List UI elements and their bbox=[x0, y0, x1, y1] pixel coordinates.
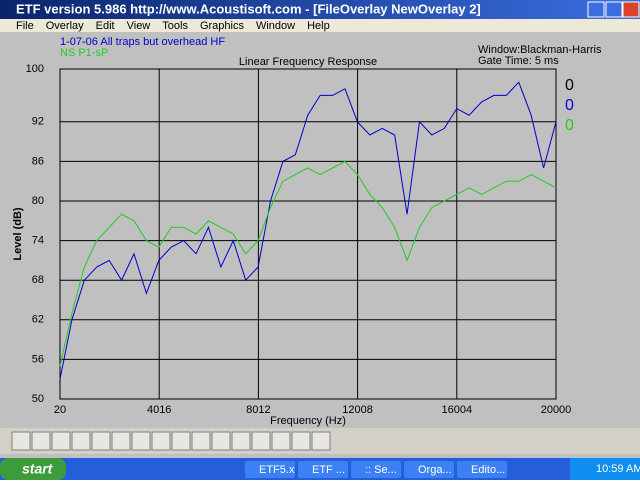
toolbar-button[interactable] bbox=[171, 431, 191, 451]
legend-entry: 1-07-06 All traps but overhead HF bbox=[60, 36, 225, 48]
x-tick-label: 20 bbox=[54, 404, 66, 416]
y-tick-label: 68 bbox=[32, 274, 44, 286]
y-tick-label: 56 bbox=[32, 353, 44, 365]
taskbar-item-label: ETF5.x bbox=[259, 464, 295, 476]
toolbar-button[interactable] bbox=[211, 431, 231, 451]
y-tick-label: 74 bbox=[32, 235, 44, 247]
menu-item[interactable]: File bbox=[16, 20, 34, 32]
start-button[interactable] bbox=[0, 458, 66, 480]
taskbar-item[interactable] bbox=[298, 461, 348, 478]
toolbar-button[interactable] bbox=[91, 431, 111, 451]
taskbar-item-label: :: Se... bbox=[365, 464, 397, 476]
readout: 0 bbox=[565, 97, 574, 114]
y-tick-label: 86 bbox=[32, 155, 44, 167]
menu-item[interactable]: View bbox=[127, 20, 151, 32]
start-label: start bbox=[22, 461, 54, 477]
y-tick-label: 92 bbox=[32, 116, 44, 128]
minimize-button[interactable] bbox=[587, 1, 605, 18]
plot-area bbox=[59, 68, 557, 400]
toolbar-button[interactable] bbox=[131, 431, 151, 451]
toolbar-button[interactable] bbox=[191, 431, 211, 451]
toolbar-button[interactable] bbox=[311, 431, 331, 451]
series-line bbox=[59, 81, 557, 380]
menu-item[interactable]: Graphics bbox=[200, 20, 245, 32]
menu-item[interactable]: Help bbox=[307, 20, 330, 32]
readout: 0 bbox=[565, 77, 574, 94]
x-tick-label: 20000 bbox=[541, 404, 572, 416]
toolbar-button[interactable] bbox=[111, 431, 131, 451]
window-title: ETF version 5.986 http://www.Acoustisoft… bbox=[16, 1, 481, 16]
taskbar-item[interactable] bbox=[404, 461, 454, 478]
toolbar-button[interactable] bbox=[11, 431, 31, 451]
y-axis-label: Level (dB) bbox=[12, 207, 24, 261]
taskbar-item-label: Edito... bbox=[471, 464, 505, 476]
toolbar-button[interactable] bbox=[31, 431, 51, 451]
x-tick-label: 4016 bbox=[147, 404, 171, 416]
title-bar bbox=[0, 0, 640, 19]
x-tick-label: 8012 bbox=[246, 404, 270, 416]
toolbar-button[interactable] bbox=[151, 431, 171, 451]
y-tick-label: 62 bbox=[32, 314, 44, 326]
y-tick-label: 50 bbox=[32, 393, 44, 405]
clock: 10:59 AM bbox=[596, 463, 640, 475]
taskbar-item-label: ETF ... bbox=[312, 464, 345, 476]
readout: 0 bbox=[565, 117, 574, 134]
chart-subtitle: Window:Blackman-Harris bbox=[478, 44, 602, 56]
maximize-button[interactable] bbox=[605, 1, 623, 18]
toolbar-button[interactable] bbox=[291, 431, 311, 451]
taskbar-item[interactable] bbox=[351, 461, 401, 478]
menu-item[interactable]: Overlay bbox=[46, 20, 84, 32]
menu-item[interactable]: Window bbox=[256, 20, 295, 32]
taskbar-item[interactable] bbox=[457, 461, 507, 478]
toolbar-button[interactable] bbox=[251, 431, 271, 451]
legend-entry: NS P1-sP bbox=[60, 47, 108, 59]
toolbar-button[interactable] bbox=[51, 431, 71, 451]
x-tick-label: 16004 bbox=[442, 404, 473, 416]
x-tick-label: 12008 bbox=[342, 404, 373, 416]
menu-bar bbox=[0, 19, 640, 32]
menu-item[interactable]: Edit bbox=[96, 20, 115, 32]
taskbar-item-label: Orga... bbox=[418, 464, 452, 476]
tray bbox=[570, 458, 640, 480]
menu-item[interactable]: Tools bbox=[162, 20, 188, 32]
y-tick-label: 100 bbox=[26, 63, 44, 75]
x-axis-label: Frequency (Hz) bbox=[270, 415, 346, 427]
y-tick-label: 80 bbox=[32, 195, 44, 207]
taskbar-item[interactable] bbox=[245, 461, 295, 478]
close-button[interactable] bbox=[622, 1, 640, 18]
chart-title: Linear Frequency Response bbox=[239, 56, 377, 68]
chart-subtitle: Gate Time: 5 ms bbox=[478, 55, 559, 67]
series-line bbox=[59, 160, 557, 367]
toolbar-button[interactable] bbox=[71, 431, 91, 451]
toolbar-button[interactable] bbox=[271, 431, 291, 451]
toolbar-button[interactable] bbox=[231, 431, 251, 451]
